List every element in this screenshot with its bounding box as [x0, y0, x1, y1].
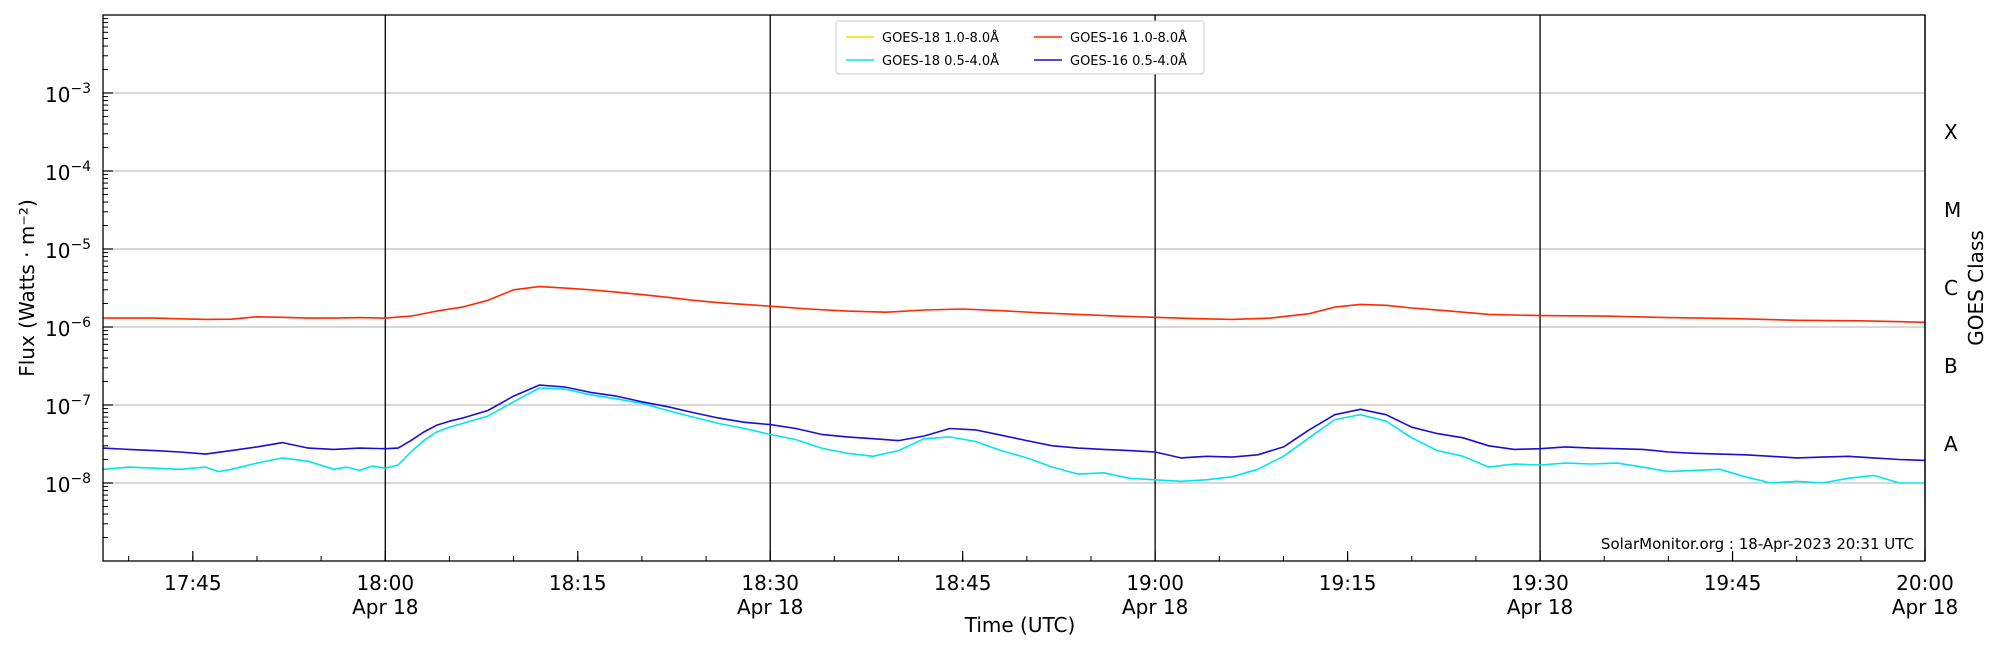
x-axis-title: Time (UTC) — [964, 613, 1076, 637]
series-line-1 — [102, 387, 1925, 484]
legend-label-0: GOES-18 1.0-8.0Å — [882, 30, 999, 46]
goes-class-label-m: M — [1944, 198, 1961, 222]
x-tick-label-1: 18:00 — [356, 571, 414, 595]
grid-lines — [103, 92, 1925, 484]
x-tick-date-1: Apr 18 — [352, 595, 418, 619]
legend-box — [835, 20, 1205, 75]
goes-class-label-x: X — [1944, 120, 1958, 144]
x-tick-date-3: Apr 18 — [737, 595, 803, 619]
x-tick-label-8: 19:45 — [1704, 571, 1762, 595]
y-tick-label-2: 10−6 — [45, 315, 91, 341]
goes-class-label-c: C — [1944, 276, 1958, 300]
y2-axis-title: GOES Class — [1964, 230, 1988, 346]
legend-label-3: GOES-16 0.5-4.0Å — [1070, 53, 1187, 69]
x-tick-label-5: 19:00 — [1126, 571, 1184, 595]
goes-class-label-b: B — [1944, 354, 1958, 378]
credit-text: SolarMonitor.org : 18-Apr-2023 20:31 UTC — [1601, 535, 1914, 553]
x-tick-label-3: 18:30 — [741, 571, 799, 595]
x-tick-label-2: 18:15 — [549, 571, 607, 595]
legend-label-1: GOES-18 0.5-4.0Å — [882, 53, 999, 69]
goes-class-label-a: A — [1944, 432, 1958, 456]
x-tick-label-0: 17:45 — [164, 571, 222, 595]
y-axis-ticks: 10−8 10−7 10−6 10−5 10−4 10−3 — [45, 18, 113, 539]
x-tick-date-5: Apr 18 — [1122, 595, 1188, 619]
plot-frame — [102, 14, 1926, 562]
y-tick-label-1: 10−7 — [45, 393, 91, 419]
x-tick-date-7: Apr 18 — [1507, 595, 1573, 619]
series-line-2 — [103, 285, 1926, 324]
y-tick-label-0: 10−8 — [45, 471, 91, 497]
legend-label-2: GOES-16 1.0-8.0Å — [1070, 30, 1187, 46]
y-tick-label-5: 10−3 — [45, 81, 91, 107]
legend: GOES-18 1.0-8.0Å GOES-18 0.5-4.0Å GOES-16 … — [835, 20, 1205, 75]
y-tick-label-4: 10−4 — [45, 159, 91, 185]
series-lines — [102, 285, 1926, 484]
axes — [102, 14, 1926, 562]
x-tick-label-6: 19:15 — [1319, 571, 1377, 595]
series-line-3 — [102, 384, 1926, 462]
y-tick-label-3: 10−5 — [45, 237, 91, 263]
x-tick-label-4: 18:45 — [934, 571, 992, 595]
x-tick-label-7: 19:30 — [1511, 571, 1569, 595]
y-axis-title: Flux (Watts · m⁻²) — [15, 199, 39, 377]
x-tick-label-9: 20:00 — [1896, 571, 1954, 595]
legend-entries: GOES-18 1.0-8.0Å GOES-18 0.5-4.0Å GOES-16 … — [846, 30, 1187, 69]
x-tick-date-9: Apr 18 — [1892, 595, 1958, 619]
goes-class-labels: A B C M X — [1944, 120, 1961, 456]
